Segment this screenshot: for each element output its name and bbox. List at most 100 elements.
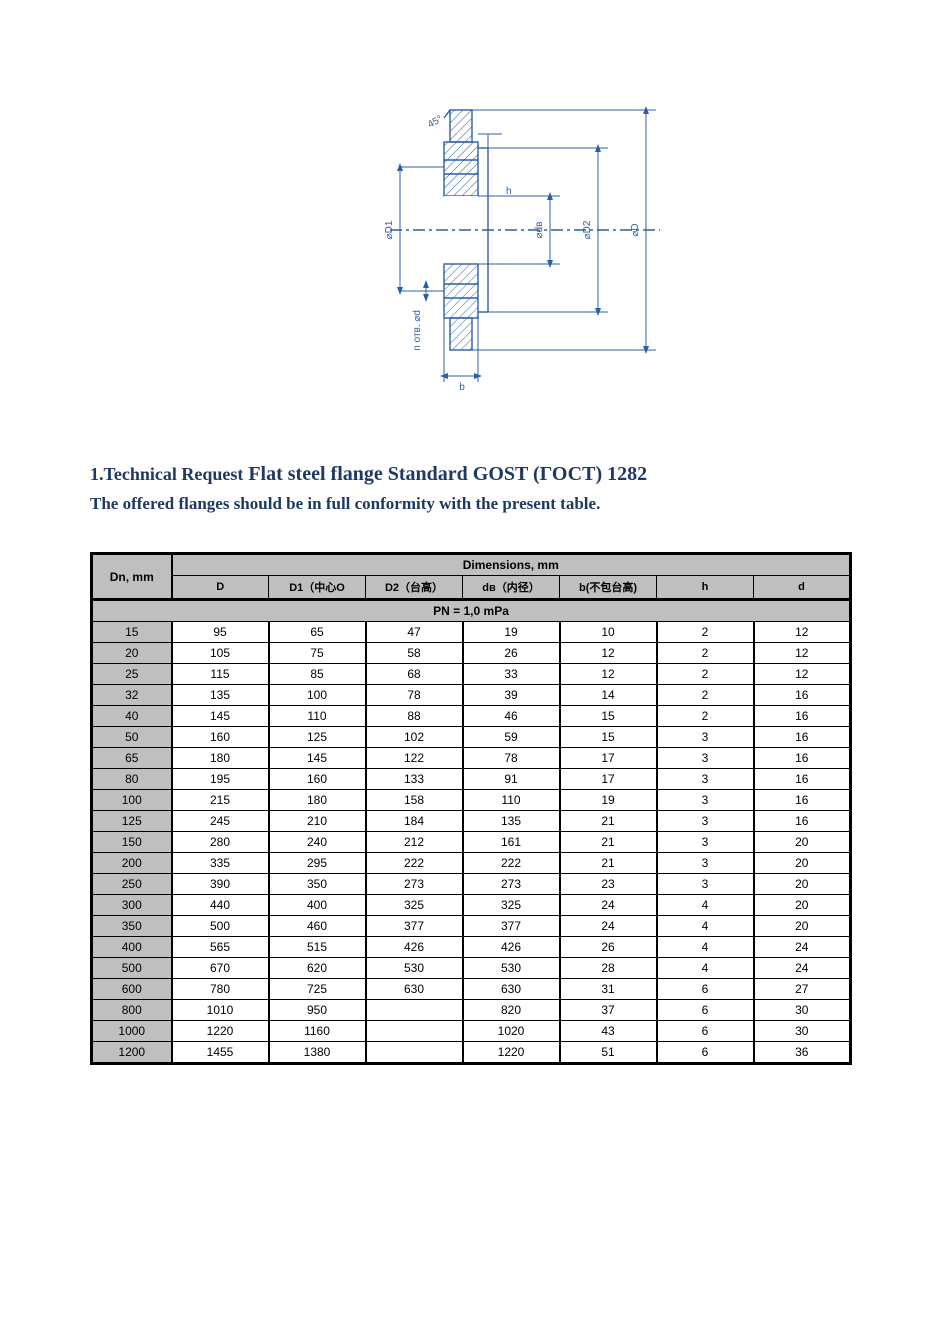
cell: 515 <box>269 937 366 958</box>
cell: 377 <box>463 916 560 937</box>
cell: 110 <box>269 706 366 727</box>
cell: 24 <box>754 958 851 979</box>
table-row: 15028024021216121320 <box>92 832 851 853</box>
cell: 725 <box>269 979 366 1000</box>
cell: 16 <box>754 790 851 811</box>
cell: 160 <box>269 769 366 790</box>
col-D1: D1（中心O <box>269 576 366 600</box>
cell: 24 <box>754 937 851 958</box>
cell: 105 <box>172 643 269 664</box>
cell: 390 <box>172 874 269 895</box>
cell: 21 <box>560 832 657 853</box>
cell: 16 <box>754 685 851 706</box>
col-D: D <box>172 576 269 600</box>
cell: 68 <box>366 664 463 685</box>
cell: 28 <box>560 958 657 979</box>
pn-row: PN = 1,0 mPa <box>92 600 851 622</box>
cell: 350 <box>269 874 366 895</box>
cell: 6 <box>657 1021 754 1042</box>
cell: 12 <box>754 643 851 664</box>
cell: 377 <box>366 916 463 937</box>
heading-block: 1.Technical Request Flat steel flange St… <box>90 460 945 516</box>
cell: 3 <box>657 790 754 811</box>
cell: 4 <box>657 958 754 979</box>
cell: 325 <box>463 895 560 916</box>
col-group-dimensions: Dimensions, mm <box>172 554 851 576</box>
table-body: PN = 1,0 mPa 159565471910212201057558261… <box>92 600 851 1064</box>
cell: 215 <box>172 790 269 811</box>
flange-diagram-svg: ⌀D1 n отв. ⌀d ⌀dв ⌀D2 ⌀D h b 45° <box>330 90 690 400</box>
cell: 27 <box>754 979 851 1000</box>
cell: 426 <box>463 937 560 958</box>
cell: 95 <box>172 622 269 643</box>
cell: 135 <box>463 811 560 832</box>
col-d: d <box>754 576 851 600</box>
col-h: h <box>657 576 754 600</box>
cell: 115 <box>172 664 269 685</box>
col-dB: dв（内径） <box>463 576 560 600</box>
cell: 16 <box>754 769 851 790</box>
cell-dn: 40 <box>92 706 172 727</box>
cell <box>366 1042 463 1064</box>
table-row: 100012201160102043630 <box>92 1021 851 1042</box>
cell: 161 <box>463 832 560 853</box>
col-dn: Dn, mm <box>92 554 172 600</box>
cell: 426 <box>366 937 463 958</box>
table-row: 32135100783914216 <box>92 685 851 706</box>
cell: 78 <box>366 685 463 706</box>
cell: 59 <box>463 727 560 748</box>
cell: 85 <box>269 664 366 685</box>
table-row: 2010575582612212 <box>92 643 851 664</box>
cell: 133 <box>366 769 463 790</box>
table-row: 35050046037737724420 <box>92 916 851 937</box>
cell: 30 <box>754 1021 851 1042</box>
cell-dn: 25 <box>92 664 172 685</box>
cell: 325 <box>366 895 463 916</box>
cell: 1455 <box>172 1042 269 1064</box>
cell: 3 <box>657 769 754 790</box>
cell-dn: 32 <box>92 685 172 706</box>
cell: 195 <box>172 769 269 790</box>
label-d: n отв. ⌀d <box>412 310 423 351</box>
cell: 17 <box>560 769 657 790</box>
cell: 295 <box>269 853 366 874</box>
cell: 36 <box>754 1042 851 1064</box>
cell-dn: 350 <box>92 916 172 937</box>
cell: 222 <box>366 853 463 874</box>
table-row: 800101095082037630 <box>92 1000 851 1021</box>
cell: 75 <box>269 643 366 664</box>
label-D1: ⌀D1 <box>384 220 395 239</box>
cell: 460 <box>269 916 366 937</box>
cell: 19 <box>560 790 657 811</box>
cell: 6 <box>657 1000 754 1021</box>
cell: 14 <box>560 685 657 706</box>
cell-dn: 1200 <box>92 1042 172 1064</box>
cell-dn: 100 <box>92 790 172 811</box>
cell: 12 <box>560 664 657 685</box>
cell: 58 <box>366 643 463 664</box>
cell: 2 <box>657 643 754 664</box>
cell: 24 <box>560 916 657 937</box>
cell: 33 <box>463 664 560 685</box>
label-dB: ⌀dв <box>534 222 545 239</box>
cell: 3 <box>657 874 754 895</box>
table-row: 30044040032532524420 <box>92 895 851 916</box>
table-row: 40056551542642626424 <box>92 937 851 958</box>
cell: 145 <box>269 748 366 769</box>
cell: 6 <box>657 1042 754 1064</box>
cell: 21 <box>560 811 657 832</box>
cell: 46 <box>463 706 560 727</box>
cell: 400 <box>269 895 366 916</box>
dimensions-table-wrap: Dn, mm Dimensions, mm D D1（中心O D2（台高） dв… <box>90 552 945 1065</box>
cell: 16 <box>754 811 851 832</box>
cell: 2 <box>657 685 754 706</box>
cell-dn: 500 <box>92 958 172 979</box>
label-D2: ⌀D2 <box>582 220 593 239</box>
cell: 1020 <box>463 1021 560 1042</box>
table-row: 60078072563063031627 <box>92 979 851 1000</box>
cell: 135 <box>172 685 269 706</box>
cell: 37 <box>560 1000 657 1021</box>
cell-dn: 50 <box>92 727 172 748</box>
cell-dn: 65 <box>92 748 172 769</box>
flange-diagram: ⌀D1 n отв. ⌀d ⌀dв ⌀D2 ⌀D h b 45° <box>90 90 945 400</box>
